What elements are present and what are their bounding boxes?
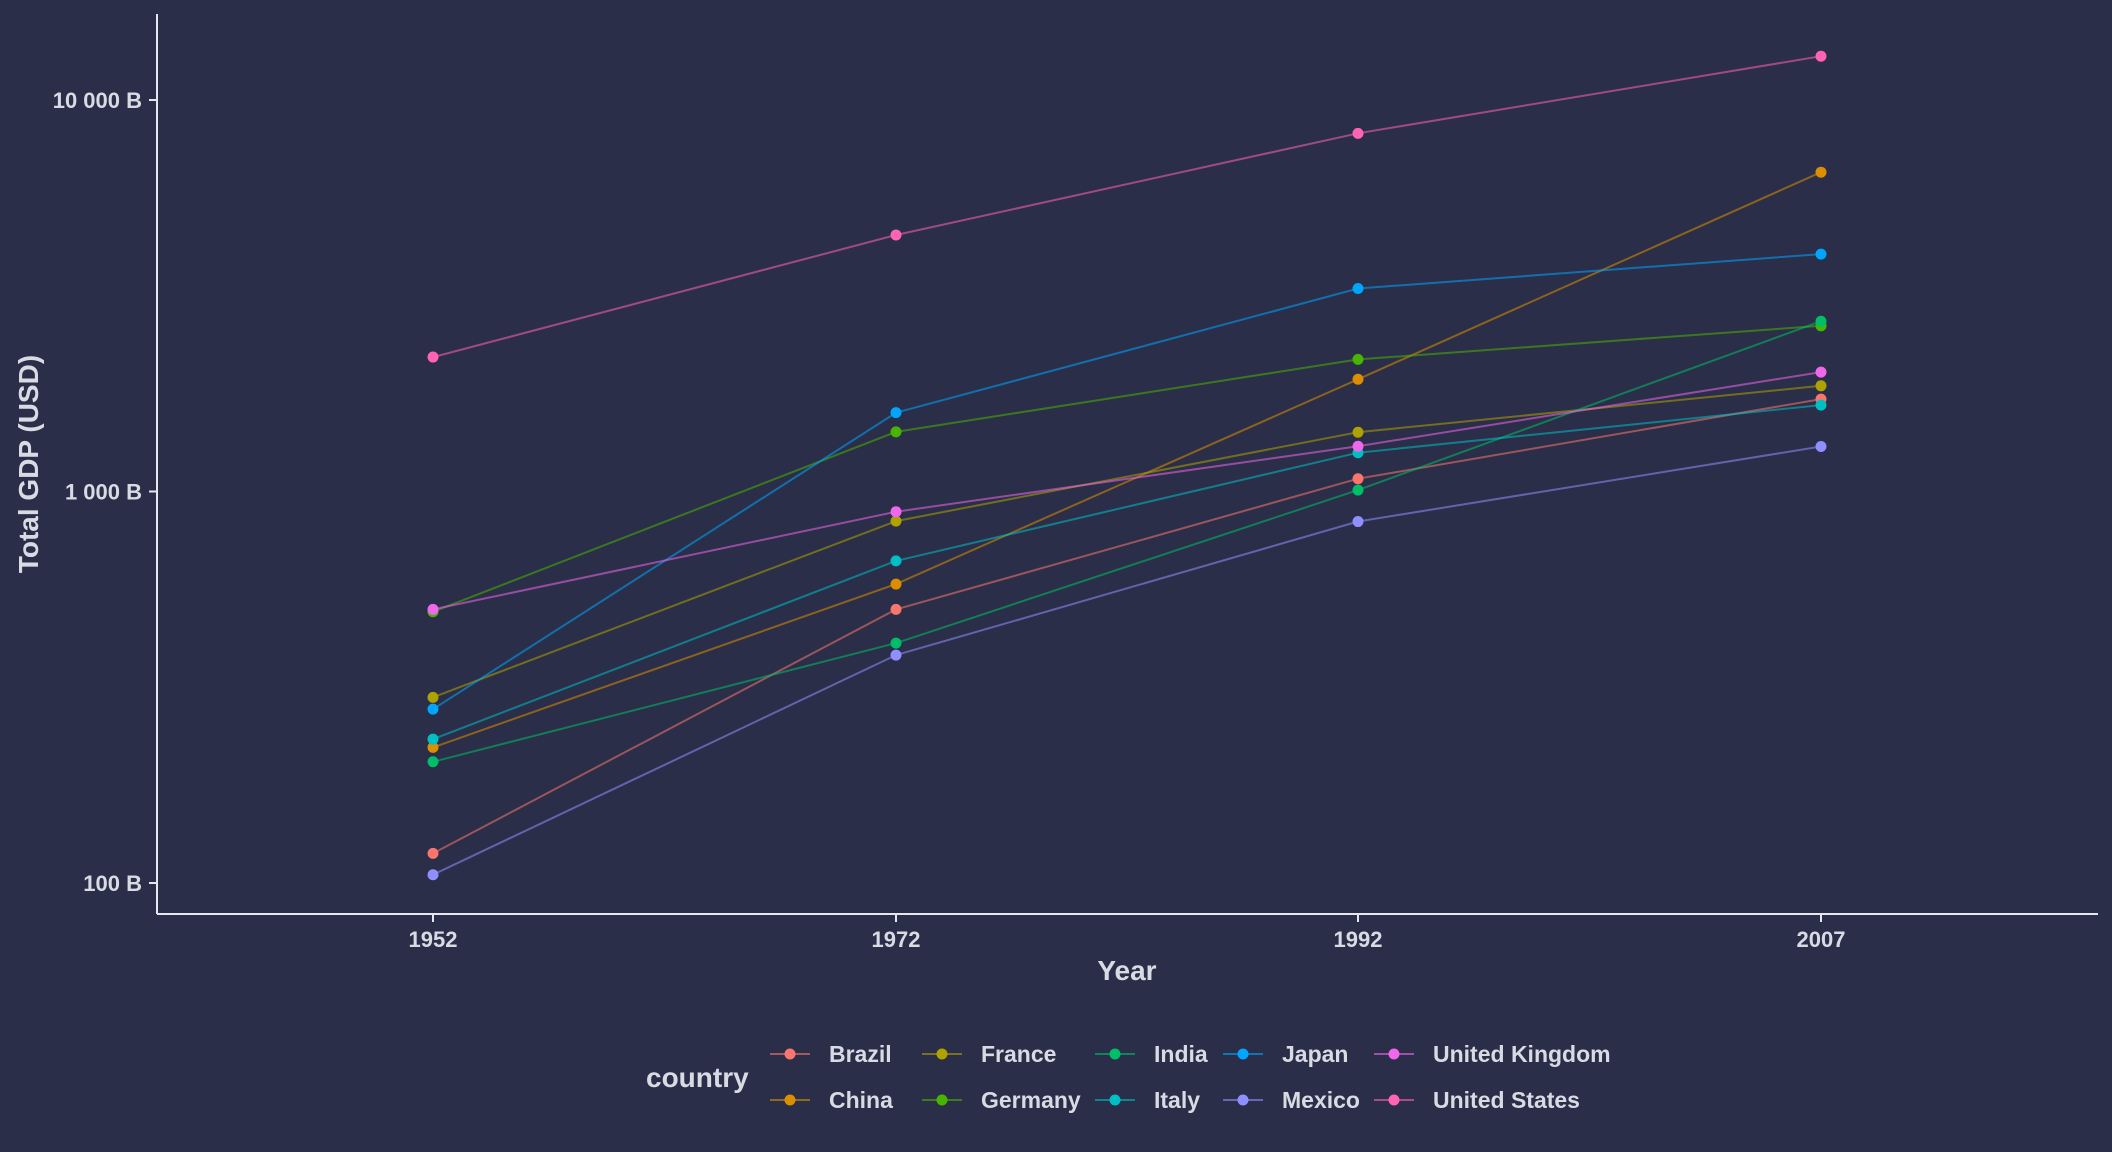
- series-points: [427, 50, 1827, 881]
- point-mexico-2007: [1815, 440, 1827, 452]
- line-germany: [432, 324, 1822, 613]
- point-india-2007: [1815, 315, 1827, 327]
- point-italy-1952: [427, 733, 439, 745]
- legend-label: France: [981, 1041, 1056, 1067]
- x-tick-label: 1992: [1334, 927, 1383, 952]
- legend-item-united-states: United States: [1374, 1087, 1580, 1113]
- legend-marker: [1109, 1094, 1121, 1106]
- point-united-kingdom-2007: [1815, 366, 1827, 378]
- legend-label: Mexico: [1282, 1087, 1360, 1113]
- legend-marker: [784, 1094, 796, 1106]
- legend-item-mexico: Mexico: [1223, 1087, 1360, 1113]
- point-brazil-1972: [890, 603, 902, 615]
- point-china-1952: [427, 741, 439, 753]
- legend-item-china: China: [770, 1087, 893, 1113]
- legend: country Brazil China France Germany India Ita…: [646, 1041, 1611, 1113]
- line-china: [432, 171, 1822, 749]
- y-axis-title: Total GDP (USD): [13, 355, 44, 573]
- legend-marker: [1388, 1094, 1400, 1106]
- point-brazil-1992: [1352, 473, 1364, 485]
- legend-item-united-kingdom: United Kingdom: [1374, 1041, 1611, 1067]
- point-italy-2007: [1815, 399, 1827, 411]
- y-tick-label: 100 B: [83, 871, 142, 896]
- point-india-1972: [890, 637, 902, 649]
- point-united-kingdom-1972: [890, 506, 902, 518]
- point-japan-1952: [427, 703, 439, 715]
- point-mexico-1972: [890, 649, 902, 661]
- legend-label: Japan: [1282, 1041, 1348, 1067]
- point-germany-1972: [890, 426, 902, 438]
- point-germany-1992: [1352, 353, 1364, 365]
- point-united-states-1992: [1352, 127, 1364, 139]
- legend-item-japan: Japan: [1223, 1041, 1348, 1067]
- point-brazil-1952: [427, 847, 439, 859]
- legend-item-india: India: [1095, 1041, 1208, 1067]
- legend-marker: [1388, 1048, 1400, 1060]
- series-lines: [432, 55, 1822, 876]
- legend-label: China: [829, 1087, 893, 1113]
- point-italy-1972: [890, 555, 902, 567]
- point-mexico-1952: [427, 869, 439, 881]
- point-japan-2007: [1815, 248, 1827, 260]
- point-china-2007: [1815, 166, 1827, 178]
- legend-marker: [784, 1048, 796, 1060]
- legend-label: Italy: [1154, 1087, 1200, 1113]
- point-france-1992: [1352, 426, 1364, 438]
- line-italy: [432, 404, 1822, 741]
- point-china-1972: [890, 578, 902, 590]
- point-united-states-1972: [890, 229, 902, 241]
- point-united-kingdom-1952: [427, 603, 439, 615]
- legend-item-brazil: Brazil: [770, 1041, 892, 1067]
- x-tick-label: 2007: [1797, 927, 1846, 952]
- point-united-states-1952: [427, 351, 439, 363]
- point-france-1952: [427, 691, 439, 703]
- legend-item-france: France: [922, 1041, 1056, 1067]
- y-tick-label: 1 000 B: [65, 480, 142, 505]
- legend-label: Germany: [981, 1087, 1081, 1113]
- x-tick-label: 1952: [409, 927, 458, 952]
- x-tick-label: 1972: [872, 927, 921, 952]
- line-brazil: [432, 398, 1822, 855]
- legend-marker: [936, 1094, 948, 1106]
- legend-item-germany: Germany: [922, 1087, 1081, 1113]
- point-india-1992: [1352, 484, 1364, 496]
- line-united-kingdom: [432, 371, 1822, 611]
- point-china-1992: [1352, 373, 1364, 385]
- legend-label: India: [1154, 1041, 1208, 1067]
- x-axis-ticks: 1952 1972 1992 2007: [409, 914, 1846, 952]
- point-france-1972: [890, 515, 902, 527]
- legend-marker: [936, 1048, 948, 1060]
- line-france: [432, 384, 1822, 699]
- point-japan-1972: [890, 407, 902, 419]
- point-india-1952: [427, 756, 439, 768]
- point-united-states-2007: [1815, 50, 1827, 62]
- legend-marker: [1237, 1048, 1249, 1060]
- point-france-2007: [1815, 380, 1827, 392]
- point-mexico-1992: [1352, 516, 1364, 528]
- legend-marker: [1237, 1094, 1249, 1106]
- point-united-kingdom-1992: [1352, 440, 1364, 452]
- legend-label: United Kingdom: [1433, 1041, 1611, 1067]
- legend-title: country: [646, 1062, 749, 1093]
- y-tick-label: 10 000 B: [53, 88, 142, 113]
- line-united-states: [432, 55, 1822, 359]
- y-axis-ticks: 100 B 1 000 B 10 000 B: [53, 88, 157, 896]
- legend-item-italy: Italy: [1095, 1087, 1200, 1113]
- point-japan-1992: [1352, 283, 1364, 295]
- line-india: [432, 320, 1822, 763]
- legend-marker: [1109, 1048, 1121, 1060]
- legend-label: United States: [1433, 1087, 1580, 1113]
- line-mexico: [432, 445, 1822, 876]
- legend-label: Brazil: [829, 1041, 892, 1067]
- x-axis-title: Year: [1097, 955, 1156, 986]
